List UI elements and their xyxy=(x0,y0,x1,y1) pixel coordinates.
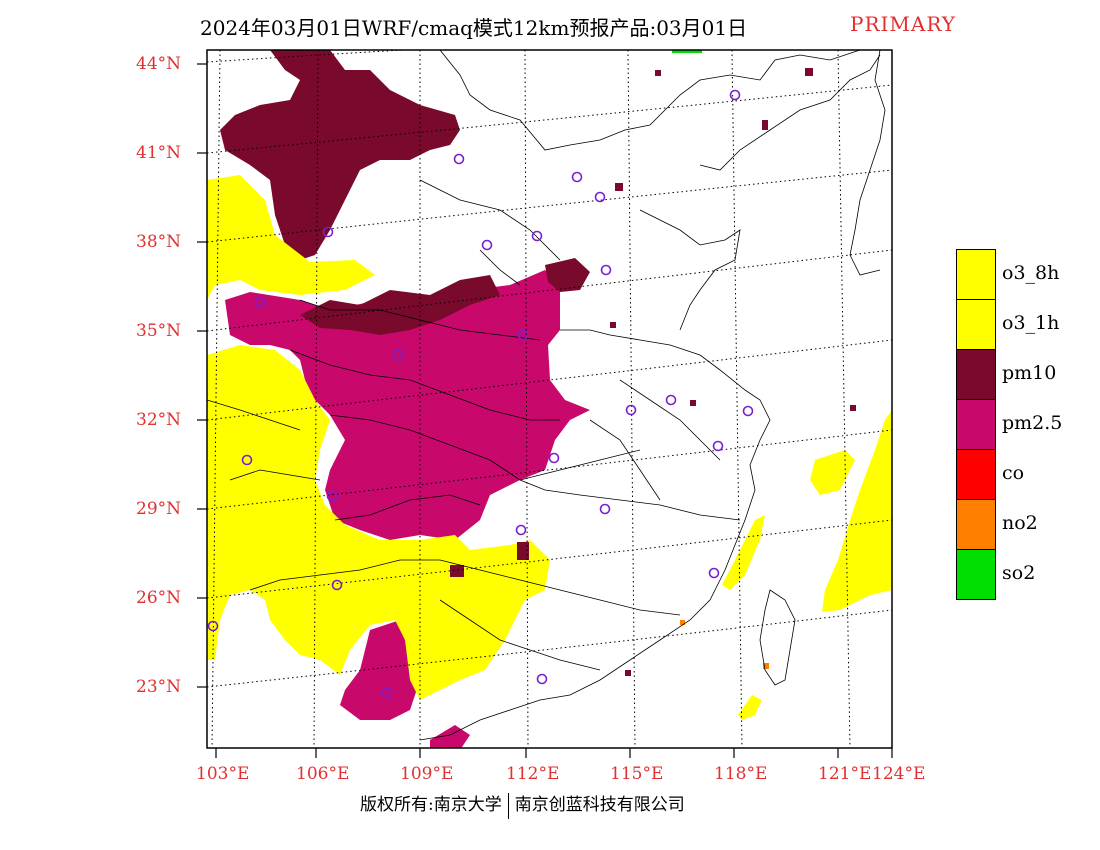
lat-label-32: 32°N xyxy=(136,410,182,430)
lat-label-29: 29°N xyxy=(136,499,182,519)
legend-swatch xyxy=(956,249,996,300)
pm25-region xyxy=(225,270,590,540)
lon-label-121: 121°E xyxy=(818,764,872,784)
no2-speck xyxy=(763,663,769,669)
pm10-east-patch xyxy=(545,258,590,292)
no2-speck-2 xyxy=(680,620,685,625)
credit-separator xyxy=(507,792,509,819)
primary-tag: PRIMARY xyxy=(850,12,956,36)
lat-label-35: 35°N xyxy=(136,321,182,341)
lat-ticks xyxy=(197,63,207,688)
lon-label-124: 124°E xyxy=(872,764,926,784)
credit-company: 南京创蓝科技有限公司 xyxy=(514,795,685,815)
pm10-region xyxy=(220,50,460,260)
legend-swatch xyxy=(956,399,996,450)
legend-swatch xyxy=(956,299,996,350)
lat-label-26: 26°N xyxy=(136,588,182,608)
o3-west-region xyxy=(207,175,375,300)
so2-speck xyxy=(672,50,702,53)
copyright-credit: 版权所有:南京大学 南京创蓝科技有限公司 xyxy=(360,790,685,819)
lon-label-112: 112°E xyxy=(506,764,560,784)
legend-swatch xyxy=(956,499,996,550)
lon-label-103: 103°E xyxy=(196,764,250,784)
o3-coast-strip xyxy=(722,515,765,590)
legend-label: no2 xyxy=(1002,512,1038,534)
lat-label-38: 38°N xyxy=(136,232,182,252)
o3-east-small-patch xyxy=(810,450,855,495)
map-frame xyxy=(206,49,893,749)
o3-south-sea-patch xyxy=(738,695,762,720)
graticule xyxy=(207,50,892,748)
legend-swatch xyxy=(956,549,996,600)
legend-swatch xyxy=(956,449,996,500)
legend-label: o3_1h xyxy=(1002,312,1060,334)
map-title: 2024年03月01日WRF/cmaq模式12km预报产品:03月01日 xyxy=(200,16,748,40)
legend-label: so2 xyxy=(1002,562,1036,584)
title-row: 2024年03月01日WRF/cmaq模式12km预报产品:03月01日 PRI… xyxy=(0,12,1100,42)
lon-label-109: 109°E xyxy=(400,764,454,784)
lat-label-23: 23°N xyxy=(136,677,182,697)
legend-swatch xyxy=(956,349,996,400)
legend-label: pm10 xyxy=(1002,362,1057,384)
legend-label: pm2.5 xyxy=(1002,412,1063,434)
lon-ticks xyxy=(215,748,893,758)
pm25-bottom-patch xyxy=(430,725,470,748)
pm25-south-patch xyxy=(340,620,420,720)
pm10-central-band xyxy=(300,275,500,335)
lon-label-106: 106°E xyxy=(296,764,350,784)
credit-university: 版权所有:南京大学 xyxy=(360,795,502,815)
o3-southwest-region xyxy=(207,345,550,700)
lon-label-118: 118°E xyxy=(714,764,768,784)
legend-label: co xyxy=(1002,462,1025,484)
legend-label: o3_8h xyxy=(1002,262,1060,284)
o3-east-sea-region xyxy=(822,410,892,612)
lat-label-41: 41°N xyxy=(136,143,182,163)
station-markers xyxy=(207,89,754,699)
lat-label-44: 44°N xyxy=(136,54,182,74)
boundaries xyxy=(207,50,886,741)
lon-label-115: 115°E xyxy=(610,764,664,784)
pm10-specks xyxy=(450,68,856,676)
